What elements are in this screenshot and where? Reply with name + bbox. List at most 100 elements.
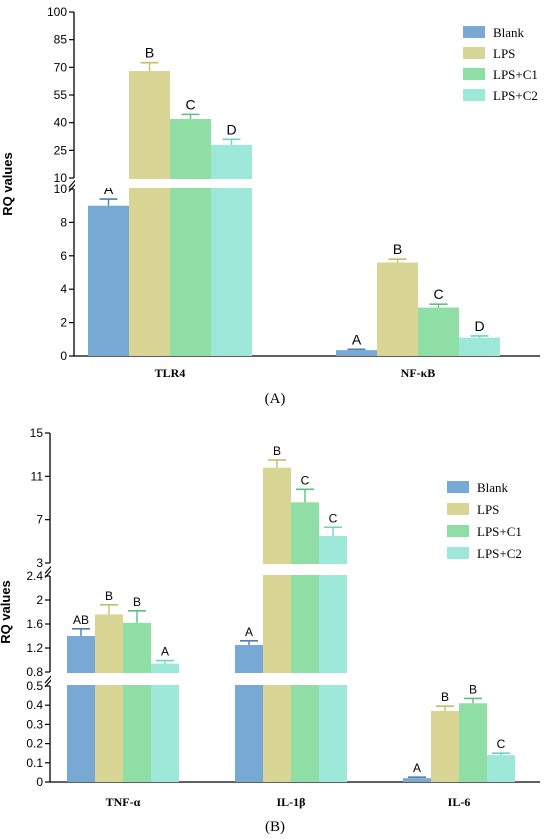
y-tick-label: 10 xyxy=(54,171,68,185)
bar xyxy=(319,535,347,782)
y-tick-label: 2 xyxy=(36,593,43,607)
significance-letter: C xyxy=(185,96,195,112)
y-tick-label: 0.1 xyxy=(26,756,43,770)
bar xyxy=(377,262,418,356)
significance-letter: C xyxy=(497,737,506,751)
legend-swatch xyxy=(447,547,469,559)
legend-label: LPS+C1 xyxy=(477,524,522,539)
y-tick-label: 2 xyxy=(60,316,67,330)
significance-letter: C xyxy=(301,473,310,487)
axis-break-gap xyxy=(51,564,541,575)
significance-letter: A xyxy=(352,331,362,347)
y-tick-label: 11 xyxy=(31,469,44,483)
significance-letter: A xyxy=(104,181,114,197)
bar xyxy=(88,205,129,356)
y-tick-label: 6 xyxy=(60,249,67,263)
significance-letter: C xyxy=(433,286,443,302)
legend-label: LPS+C2 xyxy=(493,88,538,103)
y-tick-label: 0.8 xyxy=(26,665,43,679)
legend-label: LPS+C2 xyxy=(477,546,522,561)
y-tick-label: 3 xyxy=(36,556,43,570)
bar xyxy=(336,350,377,356)
y-tick-label: 1.6 xyxy=(26,617,43,631)
category-label: TLR4 xyxy=(155,366,186,380)
bar xyxy=(95,614,123,782)
y-tick-label: 8 xyxy=(60,215,67,229)
y-tick-label: 0.3 xyxy=(26,717,43,731)
y-tick-label: 0 xyxy=(60,349,67,363)
y-tick-label: 7 xyxy=(36,513,43,527)
significance-letter: A xyxy=(161,645,169,659)
panel-b-label: (B) xyxy=(265,819,285,835)
significance-letter: B xyxy=(145,45,154,61)
axis-break-gap xyxy=(75,179,541,188)
axis-break-gap xyxy=(51,673,541,685)
legend-swatch xyxy=(463,26,485,38)
y-tick-label: 85 xyxy=(54,33,68,47)
bar xyxy=(487,755,515,782)
significance-letter: B xyxy=(273,444,281,458)
significance-letter: B xyxy=(393,241,402,257)
bar xyxy=(123,622,151,782)
bar xyxy=(129,71,170,357)
category-label: IL-6 xyxy=(448,795,471,809)
legend-label: Blank xyxy=(477,480,509,495)
category-label: IL-1β xyxy=(277,795,306,809)
legend-swatch xyxy=(463,47,485,59)
bar xyxy=(459,337,500,356)
y-tick-label: 0.4 xyxy=(26,698,43,712)
legend-swatch xyxy=(463,89,485,101)
y-tick-label: 4 xyxy=(60,282,67,296)
y-tick-label: 15 xyxy=(30,426,44,440)
bar xyxy=(291,502,319,782)
y-tick-label: 0.2 xyxy=(26,737,43,751)
significance-letter: AB xyxy=(73,613,89,627)
significance-letter: D xyxy=(226,121,236,137)
panel-b-chart: 0 0.1 0.2 0.3 0.4 0.50.8 1.2 1.6 2 2.43 7 11 15 RQ va… xyxy=(0,426,541,809)
bar xyxy=(431,710,459,782)
y-tick-label: 2.4 xyxy=(26,569,43,583)
bar xyxy=(211,144,252,356)
legend-label: LPS xyxy=(477,502,499,517)
y-axis-title: RQ values xyxy=(0,580,13,644)
y-axis-title: RQ values xyxy=(0,152,15,216)
y-tick-label: 25 xyxy=(54,143,68,157)
bar xyxy=(263,467,291,782)
y-tick-label: 55 xyxy=(54,88,68,102)
legend-label: Blank xyxy=(493,25,525,40)
y-tick-label: 40 xyxy=(54,116,68,130)
y-tick-label: 0.5 xyxy=(26,679,43,693)
y-tick-label: 10 xyxy=(54,182,68,196)
significance-letter: B xyxy=(469,682,477,696)
significance-letter: B xyxy=(441,690,449,704)
bar xyxy=(67,636,95,782)
axis-break-mark xyxy=(68,179,77,192)
significance-letter: B xyxy=(105,589,113,603)
y-tick-label: 100 xyxy=(47,5,67,19)
y-tick-label: 0 xyxy=(36,775,43,789)
legend-label: LPS xyxy=(493,46,515,61)
category-label: TNF-α xyxy=(106,795,141,809)
significance-letter: A xyxy=(245,625,253,639)
y-tick-label: 1.2 xyxy=(26,641,43,655)
significance-letter: B xyxy=(133,595,141,609)
legend-label: LPS+C1 xyxy=(493,67,538,82)
bar xyxy=(403,778,431,782)
legend-swatch xyxy=(447,525,469,537)
significance-letter: C xyxy=(329,511,338,525)
axis-break-mark xyxy=(44,565,53,578)
significance-letter: A xyxy=(413,761,421,775)
axis-break-mark xyxy=(44,674,53,688)
bar xyxy=(418,307,459,356)
legend-swatch xyxy=(447,481,469,493)
bar xyxy=(235,645,263,782)
legend-swatch xyxy=(463,68,485,80)
legend-swatch xyxy=(447,503,469,515)
panel-a-label: (A) xyxy=(265,391,286,407)
y-tick-label: 70 xyxy=(54,60,68,74)
significance-letter: D xyxy=(474,318,484,334)
bar xyxy=(170,118,211,356)
bar xyxy=(459,703,487,782)
